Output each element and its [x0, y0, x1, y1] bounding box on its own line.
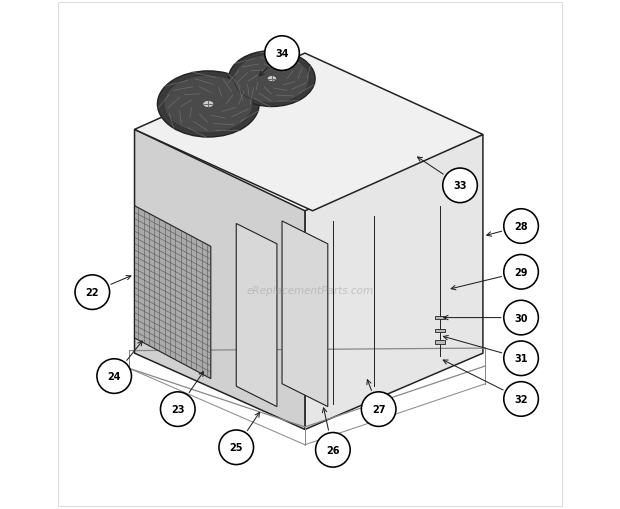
Circle shape — [504, 209, 538, 244]
Polygon shape — [305, 135, 483, 430]
Polygon shape — [435, 341, 445, 344]
Circle shape — [504, 342, 538, 376]
Text: 31: 31 — [515, 354, 528, 363]
Text: eReplacementParts.com: eReplacementParts.com — [246, 285, 374, 295]
Ellipse shape — [157, 72, 259, 138]
Ellipse shape — [267, 76, 277, 82]
Polygon shape — [135, 206, 211, 379]
Polygon shape — [236, 224, 277, 407]
Circle shape — [97, 359, 131, 393]
Text: 27: 27 — [372, 404, 386, 414]
Ellipse shape — [203, 101, 214, 108]
Text: 34: 34 — [275, 49, 289, 59]
Polygon shape — [435, 317, 445, 320]
Text: 33: 33 — [453, 181, 467, 191]
Text: 32: 32 — [515, 394, 528, 404]
Text: 24: 24 — [107, 372, 121, 381]
Circle shape — [443, 168, 477, 203]
Polygon shape — [135, 54, 483, 211]
Text: 28: 28 — [514, 221, 528, 232]
Circle shape — [504, 301, 538, 335]
Polygon shape — [282, 221, 328, 407]
Circle shape — [265, 37, 299, 71]
Circle shape — [161, 392, 195, 427]
Text: 22: 22 — [86, 288, 99, 298]
Polygon shape — [435, 330, 445, 333]
Text: 29: 29 — [515, 267, 528, 277]
Ellipse shape — [229, 51, 315, 107]
Ellipse shape — [234, 55, 309, 104]
Polygon shape — [135, 130, 305, 430]
Text: 26: 26 — [326, 445, 340, 455]
Text: 23: 23 — [171, 404, 185, 414]
Circle shape — [361, 392, 396, 427]
Text: 25: 25 — [229, 442, 243, 453]
Circle shape — [219, 430, 254, 465]
Circle shape — [504, 255, 538, 290]
Text: 30: 30 — [515, 313, 528, 323]
Circle shape — [316, 433, 350, 467]
Circle shape — [504, 382, 538, 416]
Circle shape — [75, 275, 110, 310]
Polygon shape — [135, 206, 211, 379]
Ellipse shape — [164, 76, 253, 134]
